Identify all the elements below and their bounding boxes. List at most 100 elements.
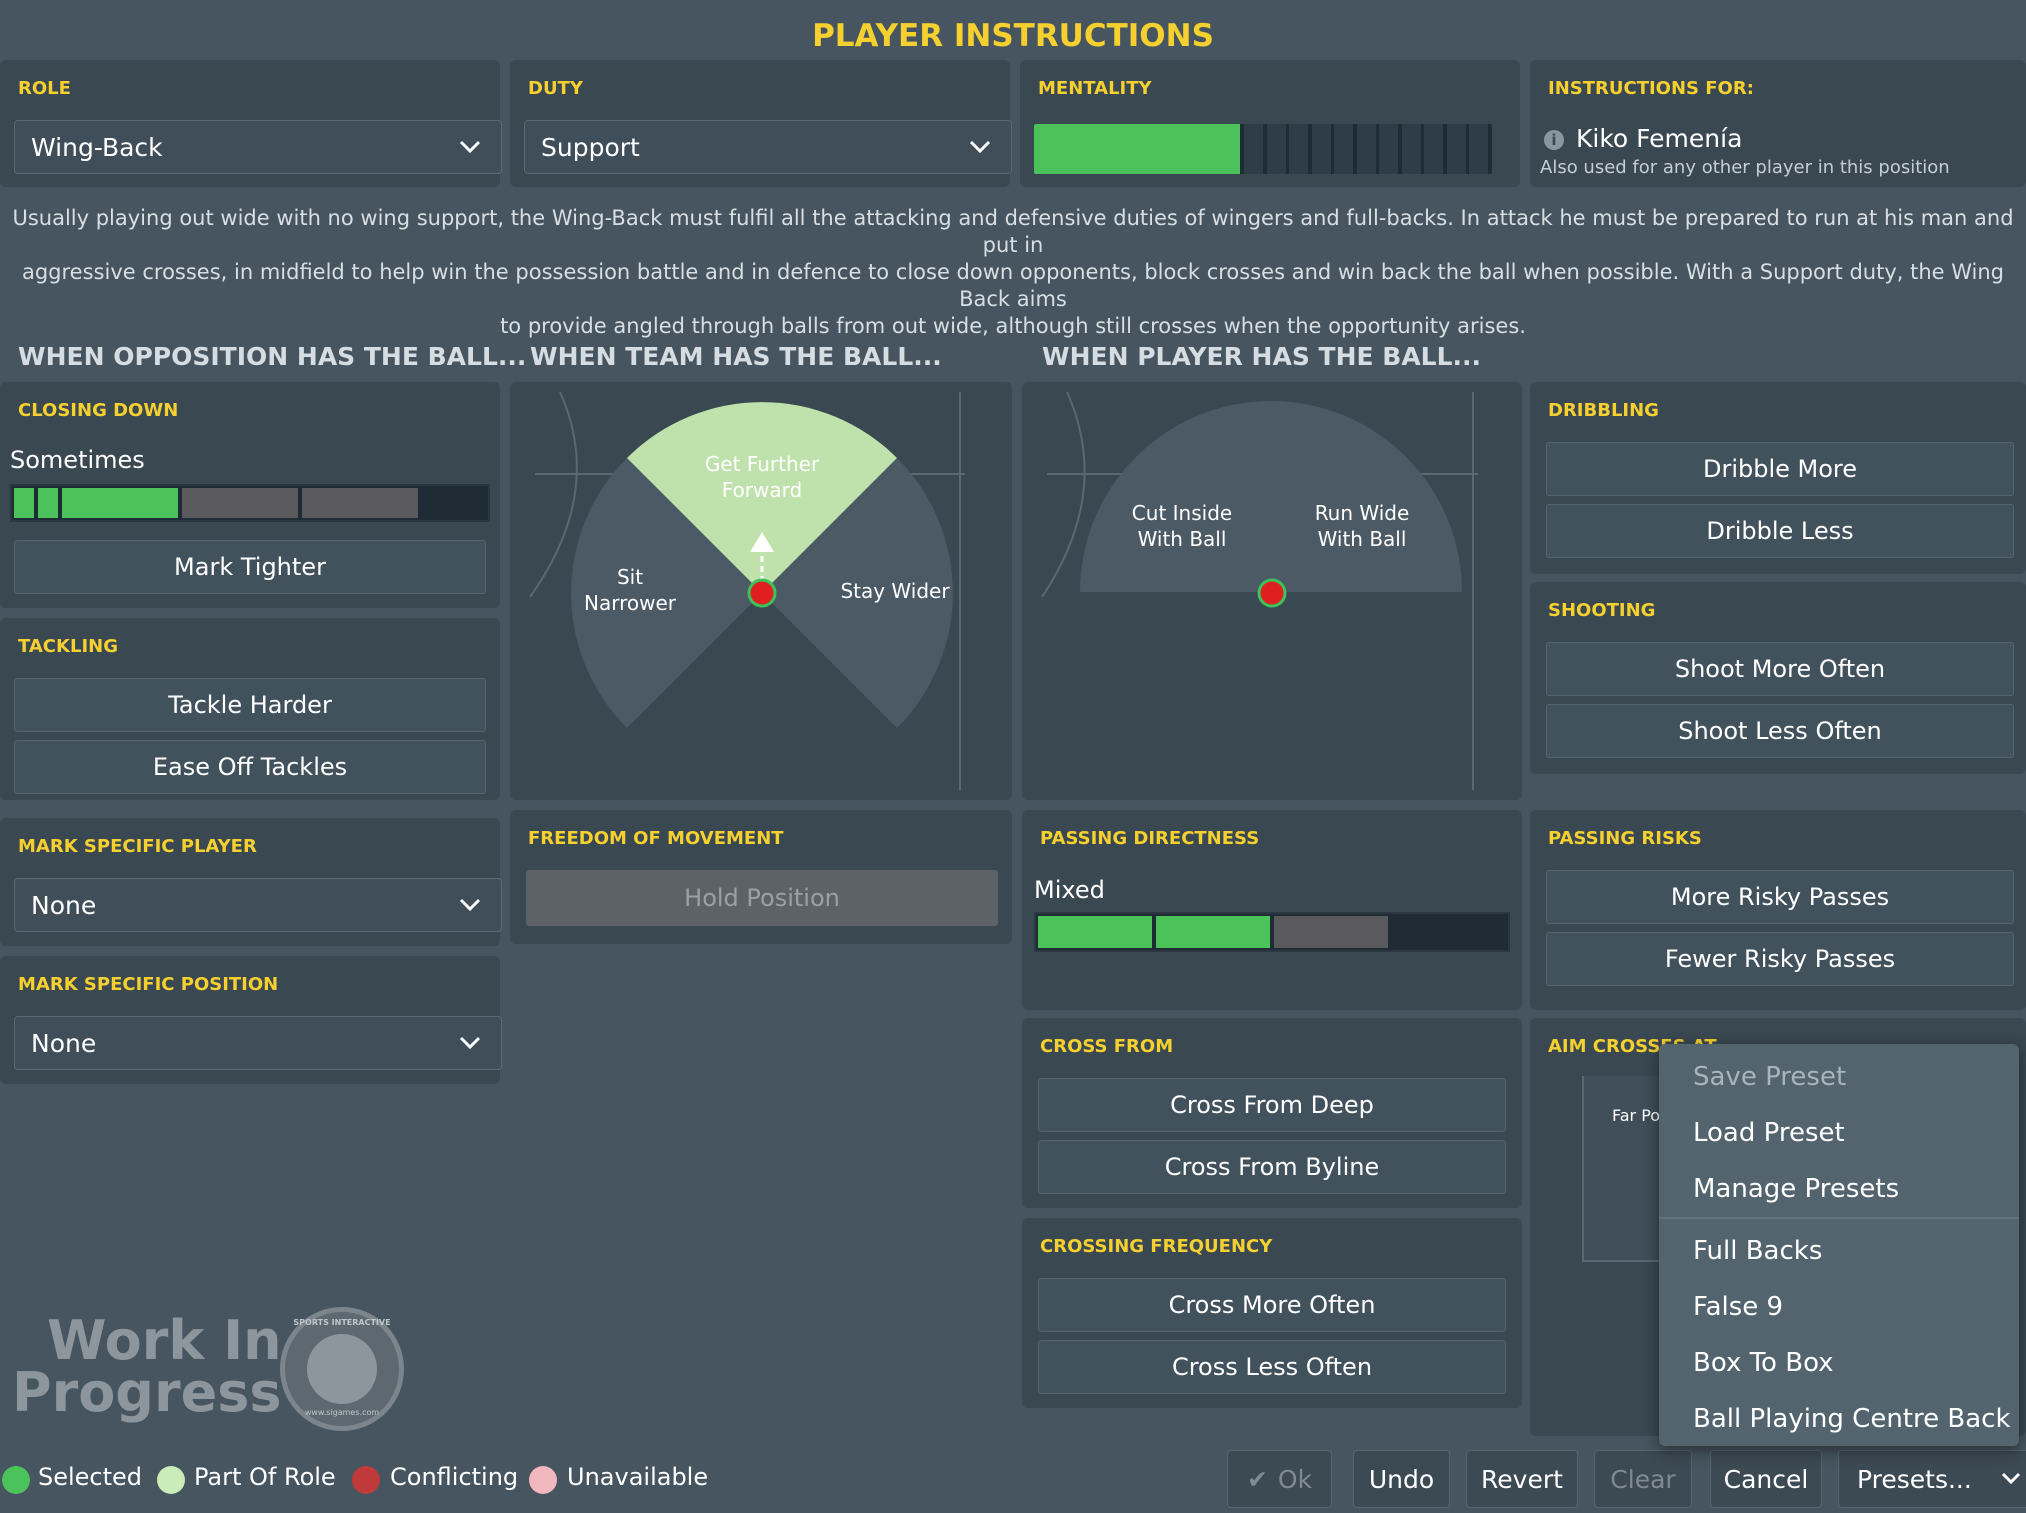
closing-down-panel: CLOSING DOWN Sometimes Mark Tighter (0, 382, 500, 608)
mentality-tick (1334, 124, 1353, 174)
instructions-for-panel: INSTRUCTIONS FOR: i Kiko Femenía Also us… (1530, 60, 2026, 187)
team-diagram-panel: Get Further Forward Sit Narrower Stay Wi… (510, 382, 1012, 800)
slider-segment (62, 488, 178, 518)
menu-item-false-9[interactable]: False 9 (1693, 1292, 1784, 1322)
run-wide-label[interactable]: Run Wide With Ball (1314, 501, 1410, 551)
mark-position-select[interactable]: None (14, 1016, 502, 1070)
sit-narrower-sector (571, 458, 762, 728)
passing-directness-slider[interactable] (1034, 912, 1510, 952)
undo-button[interactable]: Undo (1353, 1450, 1450, 1508)
crossing-frequency-header: CROSSING FREQUENCY (1040, 1236, 1273, 1257)
cross-from-byline-button[interactable]: Cross From Byline (1038, 1140, 1506, 1194)
menu-item-ball-playing-centre-back[interactable]: Ball Playing Centre Back (1693, 1404, 2011, 1434)
fewer-risky-passes-button[interactable]: Fewer Risky Passes (1546, 932, 2014, 986)
mark-tighter-button[interactable]: Mark Tighter (14, 540, 486, 594)
slider-segment (182, 488, 298, 518)
stay-wider-label[interactable]: Stay Wider (840, 579, 950, 603)
get-further-forward-label[interactable]: Get Further Forward (704, 452, 820, 502)
ok-button[interactable]: ✔ Ok (1227, 1450, 1332, 1508)
mentality-panel: MENTALITY (1020, 60, 1520, 187)
watermark: Work In Progress SPORTS INTERACTIVE www.… (12, 1305, 412, 1435)
mentality-header: MENTALITY (1038, 78, 1152, 99)
menu-item-full-backs[interactable]: Full Backs (1693, 1236, 1823, 1266)
mentality-tick (1267, 124, 1286, 174)
role-description: Usually playing out wide with no wing su… (0, 205, 2026, 340)
mentality-tick (1379, 124, 1398, 174)
menu-item-load-preset[interactable]: Load Preset (1693, 1118, 1845, 1148)
logo-url: www.sigames.com (304, 1408, 380, 1417)
freedom-panel: FREEDOM OF MOVEMENT Hold Position (510, 810, 1012, 944)
stay-wider-sector (762, 458, 953, 728)
duty-value: Support (541, 132, 640, 162)
mentality-tick (1447, 124, 1466, 174)
role-select[interactable]: Wing-Back (14, 120, 502, 174)
shoot-less-often-button[interactable]: Shoot Less Often (1546, 704, 2014, 758)
cross-from-panel: CROSS FROM Cross From Deep Cross From By… (1022, 1018, 1522, 1208)
mark-player-select[interactable]: None (14, 878, 502, 932)
menu-item-save-preset[interactable]: Save Preset (1693, 1062, 1847, 1092)
mark-player-value: None (31, 890, 97, 920)
part-of-role-legend-icon (157, 1466, 185, 1494)
dribbling-header: DRIBBLING (1548, 400, 1659, 421)
duty-header: DUTY (528, 78, 583, 99)
duty-select[interactable]: Support (524, 120, 1012, 174)
slider-segment (302, 488, 418, 518)
more-risky-passes-button[interactable]: More Risky Passes (1546, 870, 2014, 924)
mentality-bar[interactable] (1034, 124, 1492, 174)
description-line: to provide angled through balls from out… (500, 314, 1526, 338)
mark-position-value: None (31, 1028, 97, 1058)
presets-button[interactable]: Presets... (1838, 1450, 2026, 1508)
cross-less-often-button[interactable]: Cross Less Often (1038, 1340, 1506, 1394)
part-of-role-legend-label: Part Of Role (194, 1463, 336, 1491)
freedom-header: FREEDOM OF MOVEMENT (528, 828, 784, 849)
slider-segment (1038, 916, 1152, 948)
cross-from-deep-button[interactable]: Cross From Deep (1038, 1078, 1506, 1132)
dribble-less-button[interactable]: Dribble Less (1546, 504, 2014, 558)
shooting-header: SHOOTING (1548, 600, 1656, 621)
menu-item-box-to-box[interactable]: Box To Box (1693, 1348, 1834, 1378)
role-panel: ROLE Wing-Back (0, 60, 502, 187)
tackling-panel: TACKLING Tackle Harder Ease Off Tackles (0, 618, 500, 800)
team-movement-diagram (529, 391, 965, 790)
ease-off-tackles-button[interactable]: Ease Off Tackles (14, 740, 486, 794)
menu-item-manage-presets[interactable]: Manage Presets (1693, 1174, 1900, 1204)
crossing-frequency-panel: CROSSING FREQUENCY Cross More Often Cros… (1022, 1218, 1522, 1408)
ok-label: Ok (1277, 1464, 1313, 1494)
revert-button[interactable]: Revert (1466, 1450, 1578, 1508)
shooting-panel: SHOOTING Shoot More Often Shoot Less Oft… (1530, 582, 2026, 774)
watermark-line2: Progress (12, 1361, 282, 1424)
clear-button[interactable]: Clear (1594, 1450, 1692, 1508)
closing-down-slider[interactable] (10, 484, 490, 522)
selected-legend-label: Selected (38, 1463, 143, 1491)
slider-segment (1156, 916, 1270, 948)
cancel-button[interactable]: Cancel (1710, 1450, 1822, 1508)
dribble-more-button[interactable]: Dribble More (1546, 442, 2014, 496)
passing-directness-value: Mixed (1034, 876, 1105, 904)
menu-divider (1659, 1217, 2019, 1219)
slider-segment (38, 488, 58, 518)
slider-segment (14, 488, 34, 518)
conflicting-legend-label: Conflicting (390, 1463, 519, 1491)
passing-directness-header: PASSING DIRECTNESS (1040, 828, 1260, 849)
role-header: ROLE (18, 78, 71, 99)
cross-more-often-button[interactable]: Cross More Often (1038, 1278, 1506, 1332)
mentality-tick (1402, 124, 1421, 174)
sit-narrower-label[interactable]: Sit Narrower (584, 565, 676, 615)
tackle-harder-button[interactable]: Tackle Harder (14, 678, 486, 732)
passing-directness-panel: PASSING DIRECTNESS Mixed (1022, 810, 1522, 1010)
closing-down-header: CLOSING DOWN (18, 400, 179, 421)
section-opposition: WHEN OPPOSITION HAS THE BALL... (18, 342, 527, 371)
forward-arrow-head (750, 532, 774, 552)
role-value: Wing-Back (31, 132, 163, 162)
player-marker (1257, 578, 1287, 608)
selected-legend-icon (2, 1466, 30, 1494)
check-icon: ✔ (1246, 1464, 1268, 1494)
cut-inside-label[interactable]: Cut Inside With Ball (1131, 501, 1233, 551)
player-diagram-panel: Cut Inside With Ball Run Wide With Ball (1022, 382, 1522, 800)
hold-position-button[interactable]: Hold Position (526, 870, 998, 926)
section-player: WHEN PLAYER HAS THE BALL... (1042, 342, 1482, 371)
unavailable-legend-icon (529, 1466, 557, 1494)
cross-from-header: CROSS FROM (1040, 1036, 1174, 1057)
shoot-more-often-button[interactable]: Shoot More Often (1546, 642, 2014, 696)
closing-down-value: Sometimes (10, 446, 145, 474)
